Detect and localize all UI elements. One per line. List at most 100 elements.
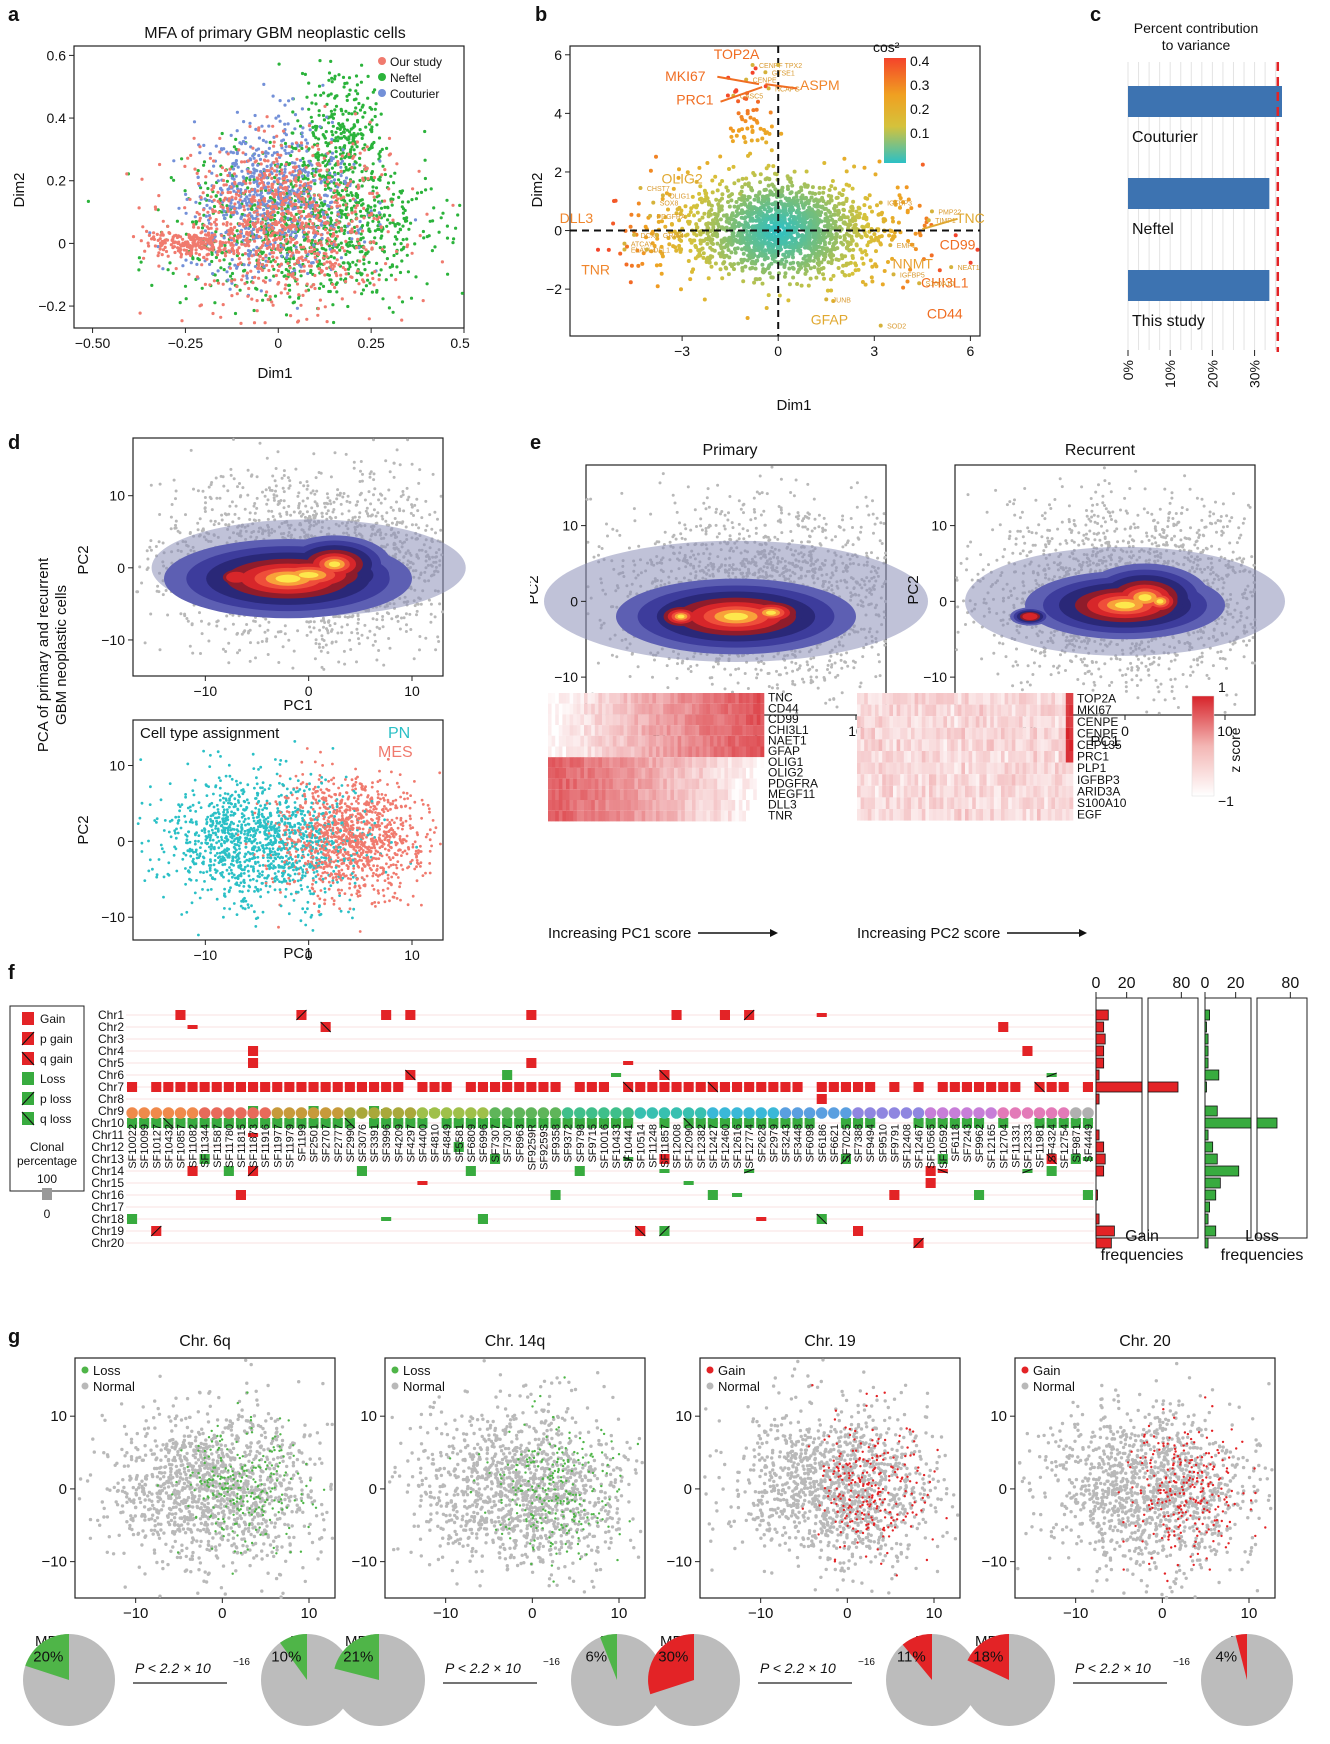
data-point	[360, 250, 364, 254]
data-point	[744, 96, 749, 101]
data-point	[158, 162, 162, 167]
data-point	[242, 263, 246, 267]
data-point	[235, 284, 239, 289]
data-point	[834, 196, 839, 200]
data-point	[678, 248, 683, 253]
data-point	[452, 237, 456, 241]
data-point	[160, 239, 164, 244]
data-point	[278, 249, 282, 253]
data-point	[403, 219, 408, 223]
data-point	[317, 169, 321, 173]
data-point	[397, 295, 401, 299]
data-point	[248, 231, 252, 235]
data-point	[246, 207, 250, 211]
data-point	[256, 163, 260, 167]
data-point	[313, 239, 317, 243]
data-point	[336, 243, 341, 247]
data-point	[725, 244, 730, 249]
data-point	[324, 220, 328, 224]
data-point	[762, 269, 767, 274]
data-point	[366, 221, 370, 225]
data-point	[854, 242, 859, 247]
data-point	[333, 285, 337, 290]
data-point	[694, 179, 699, 184]
data-point	[271, 227, 275, 231]
data-point	[723, 265, 728, 270]
panel-b-xlabel: Dim1	[776, 397, 811, 414]
data-point	[702, 211, 707, 216]
data-point	[694, 233, 699, 238]
data-point	[793, 239, 798, 244]
data-point	[395, 237, 399, 241]
data-point	[194, 200, 198, 204]
data-point	[328, 162, 332, 166]
data-point	[312, 243, 316, 247]
gene-label-small: NEAT1	[958, 265, 980, 272]
data-point	[812, 198, 817, 203]
data-point	[822, 161, 827, 165]
data-point	[813, 191, 818, 196]
data-point	[361, 178, 365, 182]
data-point	[759, 221, 764, 226]
data-point	[339, 132, 343, 136]
data-point	[192, 236, 196, 240]
data-point	[372, 283, 376, 287]
data-point	[345, 118, 349, 122]
data-point	[292, 256, 296, 261]
data-point	[299, 141, 303, 145]
data-point	[344, 168, 349, 172]
data-point	[370, 118, 374, 122]
data-point	[233, 180, 237, 184]
y-tick-label: 0	[554, 223, 562, 239]
data-point	[309, 180, 313, 184]
data-point	[710, 233, 715, 237]
data-point	[233, 225, 237, 229]
data-point	[235, 129, 239, 133]
data-point	[289, 153, 293, 158]
data-point	[431, 219, 435, 223]
x-tick-label: 0.25	[358, 335, 385, 351]
data-point	[751, 235, 756, 240]
data-point	[860, 224, 865, 229]
data-point	[236, 189, 241, 193]
data-point	[295, 157, 299, 161]
panel-a-scatter: MFA of primary GBM neoplastic cells Our …	[11, 25, 470, 382]
data-point	[260, 124, 264, 128]
data-point	[216, 190, 220, 194]
data-point	[387, 187, 391, 191]
data-point	[302, 238, 307, 242]
data-point	[332, 264, 336, 268]
data-point	[323, 216, 327, 220]
data-point	[285, 253, 289, 257]
data-point	[332, 181, 336, 185]
data-point	[446, 272, 450, 276]
data-point	[274, 206, 278, 210]
data-point	[368, 229, 372, 234]
data-point	[152, 231, 156, 235]
data-point	[300, 131, 304, 135]
data-point	[350, 275, 354, 279]
data-point	[331, 267, 335, 271]
data-point	[267, 268, 271, 273]
data-point	[229, 201, 233, 205]
data-point	[232, 210, 236, 214]
data-point	[821, 272, 825, 277]
data-point	[302, 230, 306, 234]
data-point	[338, 248, 342, 252]
data-point	[284, 313, 289, 317]
data-point	[216, 281, 221, 285]
data-point	[384, 262, 388, 266]
data-point	[202, 208, 206, 212]
gene-point	[638, 186, 643, 190]
data-point	[288, 288, 292, 292]
data-point	[801, 237, 806, 242]
data-point	[298, 218, 302, 222]
data-point	[289, 211, 293, 215]
data-point	[323, 202, 327, 206]
data-point	[754, 206, 759, 211]
data-point	[348, 265, 352, 269]
data-point	[917, 203, 922, 208]
data-point	[677, 218, 682, 223]
data-point	[289, 314, 293, 318]
data-point	[202, 143, 206, 147]
